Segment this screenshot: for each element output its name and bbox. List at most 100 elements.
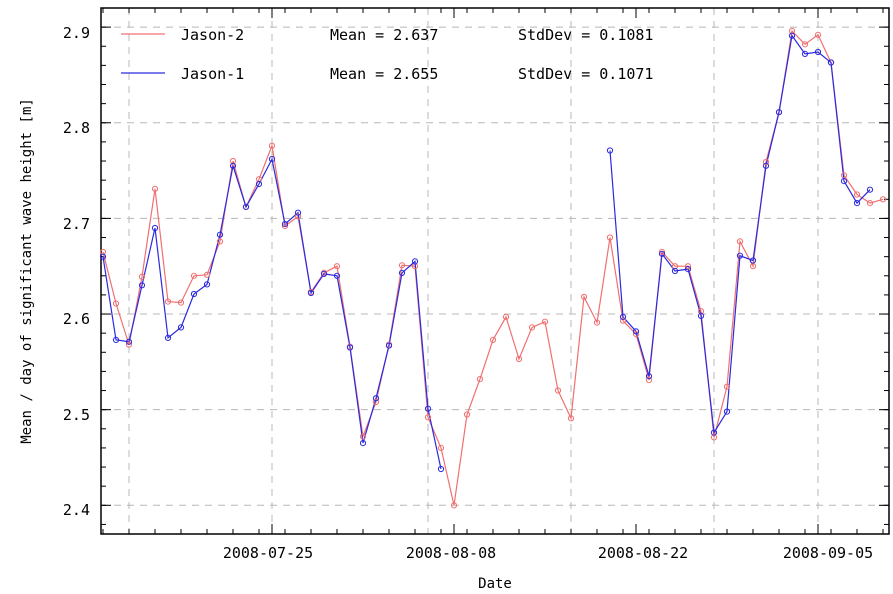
data-point-jason2 (359, 433, 367, 440)
data-point-jason1 (385, 342, 393, 349)
data-point-jason2 (424, 414, 432, 421)
data-point-jason2 (619, 317, 627, 324)
data-point-jason1 (112, 336, 120, 343)
y-tick-labels: 2.4 2.5 2.6 2.7 2.8 2.9 (63, 24, 90, 519)
data-point-jason2 (463, 411, 471, 418)
data-point-jason1 (762, 162, 770, 169)
data-point-jason2 (879, 196, 887, 203)
data-point-jason1 (294, 209, 302, 216)
data-point-jason1 (424, 405, 432, 412)
x-tick-label: 2008-08-22 (598, 544, 688, 562)
data-point-jason2 (294, 213, 302, 220)
legend-std-jason2: StdDev = 0.1081 (518, 26, 653, 44)
data-point-jason1 (801, 50, 809, 58)
series-line-jason2 (102, 29, 884, 506)
x-axis-label: Date (478, 576, 512, 592)
y-tick-label: 2.5 (63, 406, 90, 424)
data-point-jason2 (580, 293, 588, 300)
data-point-jason2 (177, 299, 185, 306)
y-axis-label: Mean / day of significant wave height [m… (19, 98, 35, 444)
data-point-jason2 (632, 331, 640, 338)
data-point-jason2 (736, 238, 744, 245)
data-point-jason1 (372, 395, 380, 402)
data-point-jason1 (99, 253, 107, 260)
data-point-jason2 (151, 185, 159, 192)
data-point-jason1 (229, 162, 237, 169)
data-point-jason2 (762, 158, 770, 166)
series-line-jason1 (102, 157, 442, 470)
data-point-jason2 (866, 200, 874, 207)
data-point-jason1 (359, 440, 367, 447)
data-point-jason1 (723, 408, 731, 415)
data-point-jason1 (437, 465, 445, 473)
data-point-jason1 (658, 250, 666, 257)
data-point-jason2 (268, 142, 276, 149)
data-point-jason2 (697, 308, 705, 315)
data-point-jason1 (281, 221, 289, 228)
data-point-jason1 (216, 231, 224, 238)
x-tick-labels: 2008-07-25 2008-08-08 2008-08-22 2008-09… (223, 544, 873, 562)
data-point-jason2 (125, 341, 133, 348)
data-point-jason2 (190, 272, 198, 279)
data-point-jason1 (190, 290, 198, 298)
data-point-jason2 (502, 313, 510, 320)
data-point-jason1 (151, 224, 159, 232)
y-tick-label: 2.7 (63, 215, 90, 233)
data-point-jason2 (567, 415, 575, 422)
data-point-jason2 (281, 223, 289, 230)
data-point-jason2 (606, 234, 614, 241)
data-point-jason1 (346, 344, 354, 351)
data-point-jason1 (827, 59, 835, 66)
data-point-jason1 (645, 373, 653, 380)
y-tick-label: 2.4 (63, 501, 90, 519)
legend-label-jason1: Jason-1 (181, 65, 244, 83)
data-point-jason2 (684, 263, 692, 270)
data-point-jason2 (437, 444, 445, 451)
data-point-jason1 (411, 258, 419, 265)
data-point-jason2 (476, 376, 484, 383)
data-point-jason2 (658, 248, 666, 255)
legend-label-jason2: Jason-2 (181, 26, 244, 44)
data-point-jason1 (710, 429, 718, 436)
data-point-jason2 (593, 319, 601, 326)
grid-lines (101, 8, 889, 534)
data-point-jason1 (606, 147, 614, 154)
data-point-jason2 (554, 387, 562, 394)
data-point-jason2 (216, 238, 224, 245)
data-point-jason1 (697, 312, 705, 319)
data-point-jason2 (645, 376, 653, 384)
data-point-jason1 (255, 180, 263, 188)
data-point-jason2 (138, 273, 146, 280)
data-point-jason2 (489, 336, 497, 343)
x-tick-label: 2008-08-08 (406, 544, 496, 562)
data-point-jason1 (671, 267, 679, 275)
data-point-jason2 (112, 300, 120, 307)
data-point-jason1 (333, 272, 341, 279)
data-point-jason1 (736, 252, 744, 259)
legend-std-jason1: StdDev = 0.1071 (518, 65, 653, 83)
data-point-jason1 (268, 156, 276, 163)
data-point-jason1 (632, 328, 640, 335)
data-point-jason2 (853, 191, 861, 198)
data-point-jason2 (450, 502, 458, 509)
data-point-jason1 (320, 270, 328, 277)
data-point-jason2 (515, 355, 523, 363)
data-point-jason1 (840, 178, 848, 185)
data-point-jason1 (788, 32, 796, 39)
plot-frame (100, 7, 890, 535)
data-point-jason1 (814, 48, 822, 56)
data-point-jason2 (723, 383, 731, 390)
data-point-jason1 (684, 266, 692, 273)
data-point-jason1 (749, 257, 757, 264)
data-point-jason1 (619, 313, 627, 320)
data-point-jason2 (801, 41, 809, 48)
legend-mean-jason1: Mean = 2.655 (330, 65, 438, 83)
y-tick-label: 2.9 (63, 24, 90, 42)
data-point-jason1 (203, 281, 211, 288)
data-point-jason1 (307, 289, 315, 297)
data-point-jason2 (164, 298, 172, 305)
data-point-jason2 (749, 263, 757, 270)
x-tick-label: 2008-07-25 (223, 544, 313, 562)
legend-mean-jason2: Mean = 2.637 (330, 26, 438, 44)
